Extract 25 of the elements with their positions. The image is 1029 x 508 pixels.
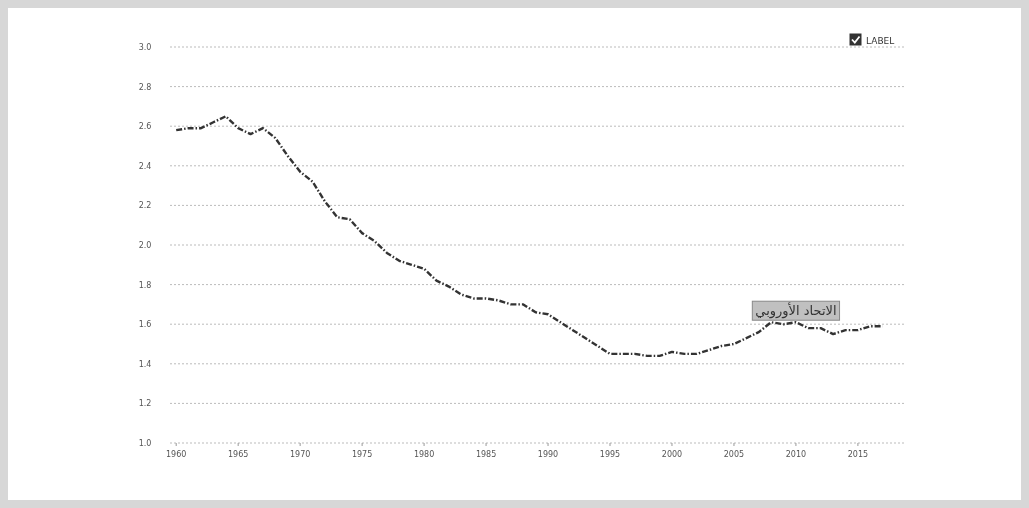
y-tick-label: 1.2	[138, 399, 152, 409]
y-tick-label: 2.4	[138, 161, 152, 171]
x-tick-label: 2015	[847, 450, 869, 459]
x-tick-label: 2000	[661, 450, 683, 459]
y-tick-label: 1.4	[138, 359, 152, 369]
annotation: الاتحاد الأوروبي	[755, 302, 837, 320]
y-tick-label: 2.2	[138, 201, 152, 211]
y-tick-label: 2.6	[138, 122, 152, 132]
y-tick-label: 1.8	[138, 280, 152, 290]
x-tick-label: 1975	[351, 450, 373, 459]
x-tick-label: 2010	[785, 450, 807, 459]
x-tick-label: 2005	[723, 450, 745, 459]
y-tick-label: 2.8	[138, 82, 152, 92]
x-tick-label: 1980	[413, 450, 435, 459]
y-tick-label: 1.0	[138, 439, 152, 448]
x-tick-label: 1995	[599, 450, 621, 459]
y-tick-label: 1.6	[138, 320, 152, 330]
legend-label: LABEL	[866, 35, 895, 46]
y-tick-label: 2.0	[138, 241, 152, 250]
x-tick-label: 1960	[166, 450, 187, 459]
x-tick-label: 1970	[289, 450, 311, 459]
y-tick-label: 3.0	[138, 43, 152, 52]
x-tick-label: 1985	[475, 450, 497, 459]
x-tick-label: 1990	[537, 450, 559, 459]
x-tick-label: 1965	[227, 450, 249, 459]
